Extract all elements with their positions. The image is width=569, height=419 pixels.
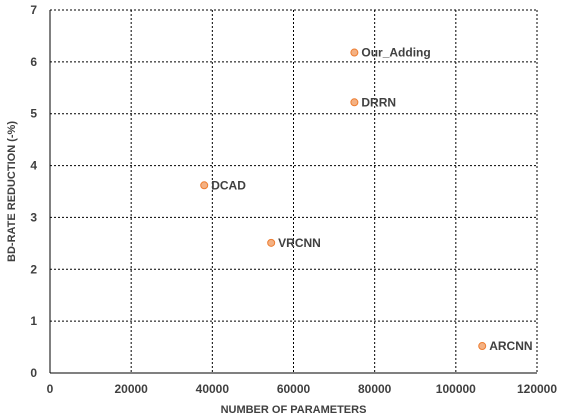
data-point-label: DCAD bbox=[211, 178, 246, 192]
y-tick-label: 0 bbox=[30, 366, 37, 380]
data-points: Our_Adding DRRN DCAD VRCNN ARCNN bbox=[200, 46, 533, 353]
y-tick-label: 7 bbox=[30, 3, 37, 17]
y-tick-label: 2 bbox=[30, 262, 37, 276]
data-point bbox=[200, 181, 209, 190]
data-point bbox=[478, 342, 487, 351]
x-tick-label: 100000 bbox=[436, 382, 476, 396]
x-tick-label: 60000 bbox=[277, 382, 311, 396]
data-point-label: Our_Adding bbox=[361, 46, 430, 60]
data-point bbox=[350, 98, 359, 107]
grid-lines bbox=[50, 9, 538, 373]
data-point bbox=[350, 48, 359, 57]
y-tick-label: 6 bbox=[30, 55, 37, 69]
tick-labels: 0 20000 40000 60000 80000 100000 120000 0 1 2 3 4 5 6… bbox=[30, 3, 557, 396]
axes bbox=[49, 10, 537, 374]
x-axis-title: NUMBER OF PARAMETERS bbox=[221, 404, 367, 416]
data-point-label: VRCNN bbox=[278, 236, 321, 250]
y-tick-label: 5 bbox=[30, 107, 37, 121]
y-axis-title: BD-RATE REDUCTION (-%) bbox=[6, 121, 18, 262]
data-point-label: DRRN bbox=[361, 95, 396, 109]
data-point-label: ARCNN bbox=[489, 339, 532, 353]
x-tick-label: 40000 bbox=[196, 382, 230, 396]
y-tick-label: 1 bbox=[30, 314, 37, 328]
x-tick-label: 120000 bbox=[517, 382, 557, 396]
x-tick-label: 0 bbox=[47, 382, 54, 396]
data-point bbox=[267, 238, 276, 247]
x-tick-label: 80000 bbox=[358, 382, 392, 396]
y-tick-label: 3 bbox=[30, 210, 37, 224]
x-tick-label: 20000 bbox=[114, 382, 148, 396]
y-tick-label: 4 bbox=[30, 159, 37, 173]
